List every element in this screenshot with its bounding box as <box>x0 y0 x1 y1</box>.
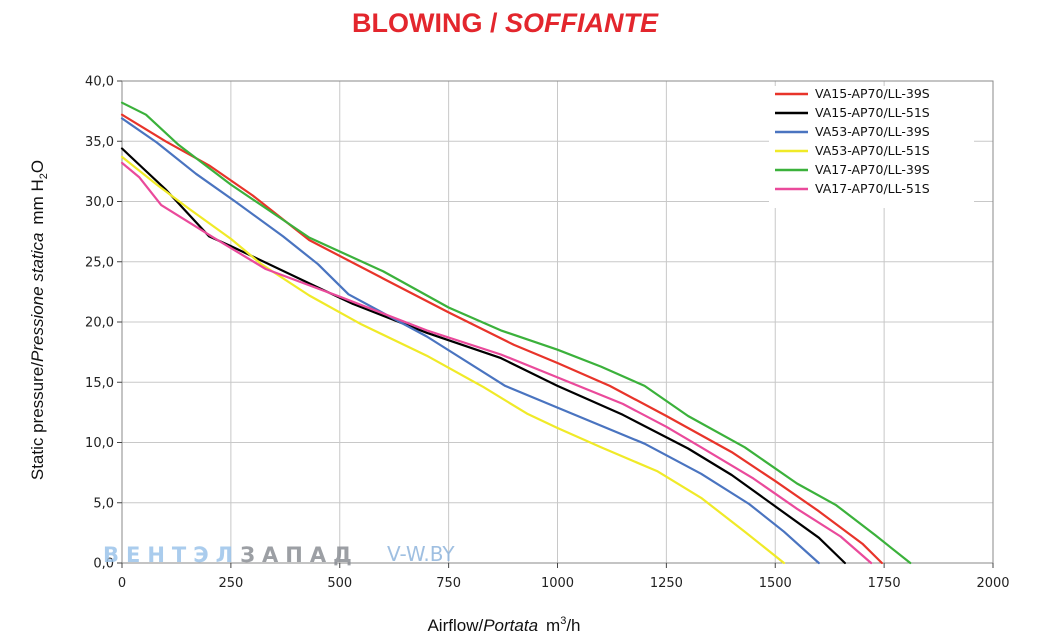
series-line-4 <box>120 155 786 565</box>
y-tick-label: 35,0 <box>85 135 114 150</box>
x-label-unit-sup: 3 <box>560 615 566 627</box>
x-tick-label: 1500 <box>759 576 792 591</box>
y-label-unit-sub: 2 <box>38 173 50 179</box>
y-axis-label: Static pressure/Pressione statica mm H2O <box>28 160 50 480</box>
y-tick-label: 40,0 <box>85 75 114 90</box>
legend-label: VA15-AP70/LL-51S <box>815 105 930 120</box>
watermark: ВЕНТЭЛЗАПАД V-W.BY <box>103 542 455 567</box>
x-tick-label: 1000 <box>541 576 574 591</box>
series-line-5 <box>120 101 912 565</box>
series-layer <box>120 101 912 565</box>
y-tick-label: 5,0 <box>93 496 114 511</box>
series-line-3 <box>120 117 820 565</box>
title-main: BLOWING <box>352 8 482 38</box>
y-label-italic: Pressione statica <box>28 233 47 362</box>
series-line-2 <box>120 147 846 565</box>
y-tick-label: 20,0 <box>85 316 114 331</box>
x-label-normal: Airflow <box>427 616 479 634</box>
y-tick-label: 15,0 <box>85 376 114 391</box>
x-tick-label: 750 <box>436 576 461 591</box>
chart-title: BLOWING / SOFFIANTE <box>352 8 659 38</box>
x-tick-label: 0 <box>118 576 126 591</box>
title-separator: / <box>482 8 505 38</box>
svg-text:ВЕНТЭЛЗАПАД: ВЕНТЭЛЗАПАД <box>103 543 359 567</box>
x-label-unit-suffix: /h <box>566 616 580 634</box>
watermark-site: V-W.BY <box>387 542 455 566</box>
legend-label: VA17-AP70/LL-39S <box>815 162 930 177</box>
legend-label: VA17-AP70/LL-51S <box>815 181 930 196</box>
x-axis-label: Airflow/Portata m3/h <box>427 615 580 634</box>
x-tick-label: 250 <box>218 576 243 591</box>
series-line-6 <box>120 161 873 565</box>
y-tick-label: 30,0 <box>85 195 114 210</box>
x-tick-label: 500 <box>327 576 352 591</box>
y-label-unit: mm H <box>28 179 47 224</box>
x-label-separator: / <box>478 616 483 634</box>
y-tick-label: 0,0 <box>93 557 114 572</box>
y-label-separator: / <box>28 362 47 367</box>
legend-label: VA15-AP70/LL-39S <box>815 86 930 101</box>
title-italic: SOFFIANTE <box>505 8 659 38</box>
y-tick-label: 10,0 <box>85 436 114 451</box>
y-tick-label: 25,0 <box>85 255 114 270</box>
series-line-1 <box>120 113 883 565</box>
legend-label: VA53-AP70/LL-51S <box>815 143 930 158</box>
legend: VA15-AP70/LL-39S VA15-AP70/LL-51S VA53-AP7… <box>769 86 974 208</box>
y-label-normal: Static pressure <box>28 367 47 480</box>
x-tick-label: 2000 <box>976 576 1009 591</box>
y-axis-ticks: 0,0 5,0 10,0 15,0 20,0 25,0 30,0 35,0 40,0 <box>85 75 122 572</box>
watermark-brand-blue: ВЕНТЭЛ <box>103 543 240 567</box>
y-label-unit-suffix: O <box>28 160 47 173</box>
legend-background <box>769 86 974 208</box>
legend-label: VA53-AP70/LL-39S <box>815 124 930 139</box>
x-label-unit: m <box>546 616 560 634</box>
watermark-brand-gray: ЗАПАД <box>240 543 359 567</box>
x-label-italic: Portata <box>483 616 538 634</box>
x-axis-ticks: 0 250 500 750 1000 1250 1500 1750 2000 <box>118 563 1010 591</box>
x-tick-label: 1250 <box>650 576 683 591</box>
x-tick-label: 1750 <box>868 576 901 591</box>
